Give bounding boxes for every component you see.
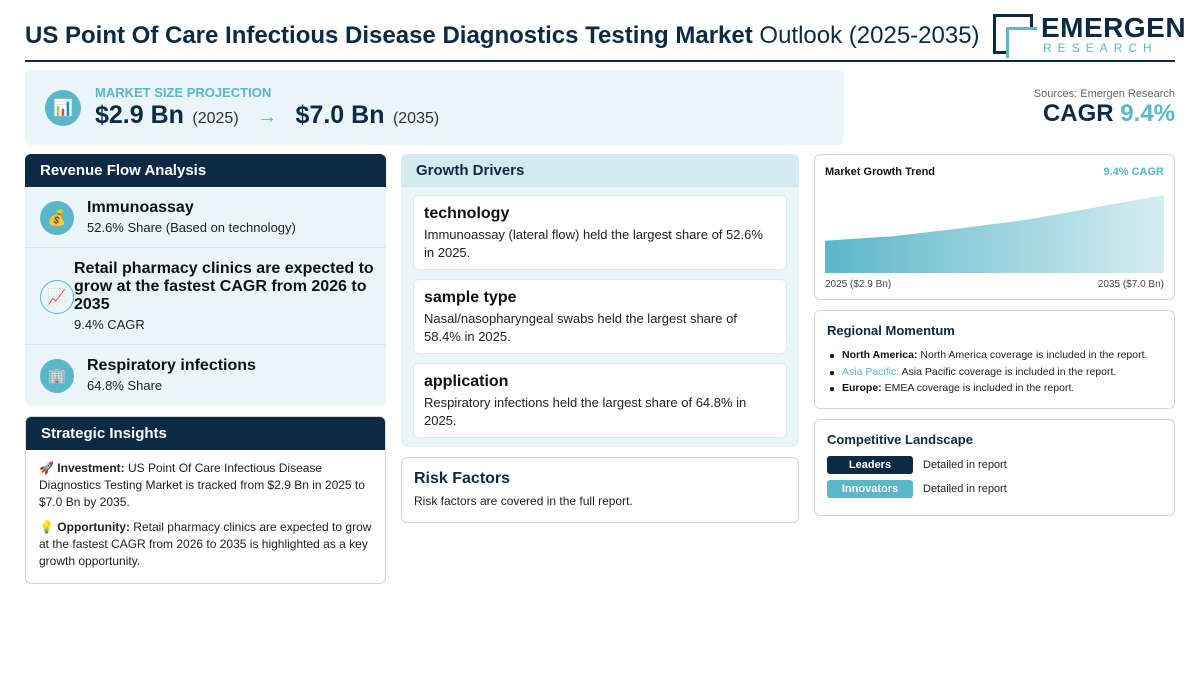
market-size-projection: 📊 MARKET SIZE PROJECTION $2.9 Bn (2025) … (25, 70, 844, 145)
revenue-flow-heading: Revenue Flow Analysis (25, 154, 386, 187)
investment-insight: 🚀 Investment: US Point Of Care Infectiou… (39, 460, 372, 511)
driver-card: technology Immunoassay (lateral flow) he… (413, 195, 787, 270)
driver-card: sample type Nasal/nasopharyngeal swabs h… (413, 279, 787, 354)
strategic-insights-body: 🚀 Investment: US Point Of Care Infectiou… (26, 450, 385, 583)
innovators-badge: Innovators (827, 480, 913, 498)
rocket-icon: 🚀 (39, 461, 54, 475)
end-year: (2035) (392, 110, 440, 127)
competitive-landscape-panel: Competitive Landscape Leaders Detailed i… (814, 419, 1175, 516)
driver-card-title: technology (424, 205, 510, 222)
region-item: North America: North America coverage is… (827, 347, 1162, 364)
region-text: Asia Pacific coverage is included in the… (901, 365, 1117, 378)
revenue-item: 💰 Immunoassay 52.6% Share (Based on tech… (25, 187, 386, 248)
projection-values: $2.9 Bn (2025) → $7.0 Bn (2035) (95, 101, 439, 130)
opportunity-text: Retail pharmacy clinics are expected to … (39, 520, 372, 568)
revenue-item-title: Immunoassay (87, 199, 194, 216)
region-text: North America coverage is included in th… (920, 349, 1148, 361)
logo-subtext: RESEARCH (1043, 41, 1158, 55)
driver-card-text: Immunoassay (lateral flow) held the larg… (424, 227, 763, 260)
strategic-insights-panel: Strategic Insights 🚀 Investment: US Poin… (25, 416, 386, 584)
region-name: North America: (842, 349, 918, 361)
revenue-item-title: Respiratory infections (87, 357, 256, 374)
trend-end-label: 2035 ($7.0 Bn) (1097, 279, 1164, 290)
strategic-insights-heading: Strategic Insights (26, 417, 385, 450)
market-growth-trend-panel: Market Growth Trend 9.4% CAGR 2025 ($2.9… (814, 154, 1175, 300)
driver-card-title: sample type (424, 289, 517, 306)
page-title-bold: US Point Of Care Infectious Disease Diag… (25, 22, 753, 49)
driver-card: application Respiratory infections held … (413, 363, 787, 438)
growth-area (825, 195, 1164, 273)
projection-label: MARKET SIZE PROJECTION (95, 85, 272, 100)
money-bag-icon: 💰 (40, 201, 74, 235)
risk-factors-panel: Risk Factors Risk factors are covered in… (401, 457, 799, 523)
region-name: Europe: (842, 382, 882, 394)
opportunity-label: Opportunity: (57, 520, 130, 534)
competitive-row: Leaders Detailed in report (827, 456, 1162, 480)
revenue-item-title: Retail pharmacy clinics are expected to … (74, 260, 374, 313)
cagr-label: CAGR (1042, 100, 1114, 127)
page-header: US Point Of Care Infectious Disease Diag… (25, 12, 1186, 62)
revenue-flow-panel: Revenue Flow Analysis 💰 Immunoassay 52.6… (25, 154, 386, 406)
driver-card-text: Respiratory infections held the largest … (424, 395, 747, 428)
growth-area-chart (825, 195, 1164, 273)
trend-start-label: 2025 ($2.9 Bn) (825, 279, 892, 290)
growth-drivers-panel: Growth Drivers technology Immunoassay (l… (401, 154, 799, 447)
bar-chart-icon: 📊 (45, 90, 81, 126)
sources-text: Sources: Emergen Research (1033, 88, 1175, 100)
region-item: Europe: EMEA coverage is included in the… (827, 380, 1162, 397)
page-title-light: Outlook (2025-2035) (759, 22, 980, 49)
emergen-logo: EMERGEN RESEARCH (993, 12, 1186, 58)
region-text: EMEA coverage is included in the report. (884, 382, 1075, 394)
revenue-item-sub: 64.8% Share (87, 378, 163, 393)
trend-cagr: 9.4% CAGR (1103, 166, 1164, 178)
driver-card-text: Nasal/nasopharyngeal swabs held the larg… (424, 311, 737, 344)
lightbulb-icon: 💡 (39, 520, 54, 534)
risk-factors-heading: Risk Factors (414, 470, 511, 487)
revenue-item-sub: 9.4% CAGR (74, 317, 145, 332)
competitive-landscape-heading: Competitive Landscape (827, 432, 973, 447)
opportunity-insight: 💡 Opportunity: Retail pharmacy clinics a… (39, 519, 372, 570)
region-item: Asia Pacific: Asia Pacific coverage is i… (827, 364, 1162, 381)
region-name: Asia Pacific: (842, 365, 900, 378)
investment-label: Investment: (57, 461, 125, 475)
end-value: $7.0 Bn (295, 101, 385, 129)
revenue-item-sub: 52.6% Share (Based on technology) (87, 220, 296, 235)
start-year: (2025) (192, 110, 239, 127)
risk-factors-text: Risk factors are covered in the full rep… (414, 494, 633, 508)
revenue-item: 🏢 Respiratory infections 64.8% Share (25, 345, 386, 406)
growth-drivers-heading: Growth Drivers (401, 154, 799, 187)
building-icon: 🏢 (40, 359, 74, 393)
cagr-headline: CAGR 9.4% (1043, 100, 1175, 128)
leaders-badge: Leaders (827, 456, 913, 474)
page-title: US Point Of Care Infectious Disease Diag… (25, 22, 980, 50)
driver-card-title: application (424, 373, 509, 390)
cagr-value: 9.4% (1120, 100, 1175, 127)
trend-title: Market Growth Trend (825, 166, 936, 178)
regional-list: North America: North America coverage is… (827, 347, 1162, 397)
trend-up-icon: 📈 (40, 280, 74, 314)
start-value: $2.9 Bn (95, 101, 184, 129)
competitive-row-text: Detailed in report (923, 483, 1007, 495)
arrow-right-icon: → (257, 106, 278, 128)
logo-mark-icon (993, 14, 1037, 58)
competitive-row-text: Detailed in report (923, 459, 1007, 471)
regional-momentum-panel: Regional Momentum North America: North A… (814, 310, 1175, 409)
logo-wordmark: EMERGEN (1041, 12, 1187, 43)
competitive-row: Innovators Detailed in report (827, 480, 1162, 504)
investment-text: US Point Of Care Infectious Disease Diag… (39, 461, 365, 509)
regional-momentum-heading: Regional Momentum (827, 323, 955, 338)
revenue-item: 📈 Retail pharmacy clinics are expected t… (25, 248, 386, 345)
